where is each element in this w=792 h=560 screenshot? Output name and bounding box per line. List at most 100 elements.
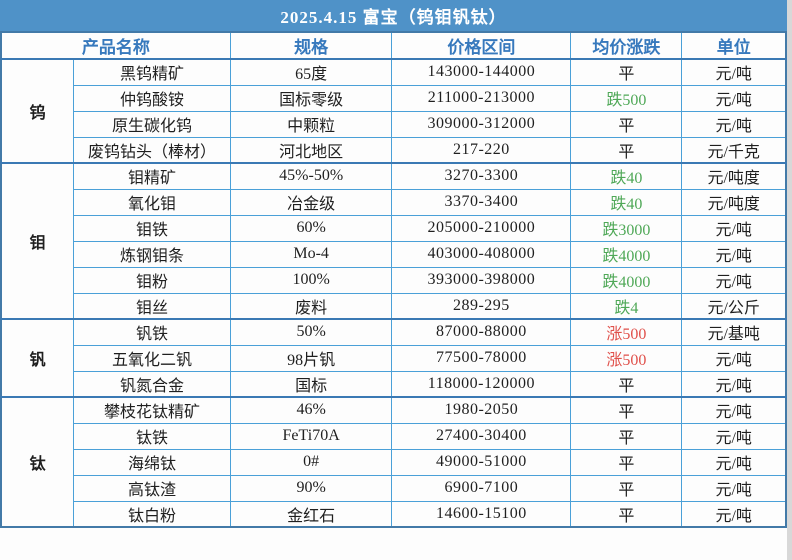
table-row: 钛铁 FeTi70A 27400-30400 平元/吨 [1, 422, 787, 450]
change-cell: 涨500 [570, 344, 683, 372]
table-row: 钼钼精矿 45%-50% 3270-3300 跌40 元/吨度 [0, 162, 787, 320]
price-range-cell: 77500-78000 [391, 344, 572, 372]
table-row: 钨黑钨精矿 65度 143000-144000 平元/吨 [0, 58, 787, 164]
change-cell: 跌500 [570, 84, 683, 112]
unit-cell: 元/吨 [681, 58, 787, 86]
table-row: 海绵钛 0# 49000-51000 平元/吨 [1, 448, 787, 476]
column-header-spec: 规格 [229, 31, 393, 60]
spec-cell: 河北地区 [229, 136, 393, 164]
unit-cell: 元/吨 [681, 240, 787, 268]
product-cell: 钒铁 [73, 318, 231, 346]
category-cell: 钒 [0, 318, 75, 398]
spec-cell: 中颗粒 [229, 110, 393, 138]
spec-cell: 65度 [229, 58, 393, 86]
change-cell: 跌4000 [570, 266, 683, 294]
unit-cell: 元/吨 [681, 214, 787, 242]
table-row: 氧化钼 冶金级 3370-3400 跌40 元/吨度 [1, 188, 787, 216]
price-range-cell: 14600-15100 [391, 500, 572, 528]
product-cell: 钼精矿 [73, 162, 231, 190]
price-range-cell: 6900-7100 [391, 474, 572, 502]
change-cell: 平 [570, 422, 683, 450]
spec-cell: 冶金级 [229, 188, 393, 216]
unit-cell: 元/千克 [681, 136, 787, 164]
product-cell: 钛白粉 [73, 500, 231, 528]
price-range-cell: 49000-51000 [391, 448, 572, 476]
change-cell: 跌40 [570, 162, 683, 190]
price-range-cell: 309000-312000 [391, 110, 572, 138]
change-cell: 涨500 [570, 318, 683, 346]
price-range-cell: 211000-213000 [391, 84, 572, 112]
product-cell: 钼铁 [73, 214, 231, 242]
change-cell: 平 [570, 136, 683, 164]
table-row: 钼粉 100% 393000-398000 跌4000 元/吨 [1, 266, 787, 294]
unit-cell: 元/吨 [681, 266, 787, 294]
unit-cell: 元/吨 [681, 84, 787, 112]
unit-cell: 元/吨 [681, 110, 787, 138]
table-row: 五氧化二钒 98片钒 77500-78000 涨500 元/吨 [1, 344, 787, 372]
change-cell: 跌3000 [570, 214, 683, 242]
unit-cell: 元/吨 [681, 474, 787, 502]
unit-cell: 元/吨度 [681, 162, 787, 190]
column-header-change: 均价涨跌 [570, 31, 683, 60]
product-cell: 炼钢钼条 [73, 240, 231, 268]
product-cell: 废钨钻头（棒材） [73, 136, 231, 164]
spec-cell: 60% [229, 214, 393, 242]
change-cell: 平 [570, 396, 683, 424]
product-cell: 五氧化二钒 [73, 344, 231, 372]
product-cell: 钛铁 [73, 422, 231, 450]
table-row: 钛白粉 金红石 14600-15100 平元/吨 [1, 500, 787, 528]
unit-cell: 元/吨度 [681, 188, 787, 216]
table-row: 钼丝 废料 289-295 跌4 元/公斤 [1, 292, 787, 320]
spec-cell: 国标 [229, 370, 393, 398]
unit-cell: 元/公斤 [681, 292, 787, 320]
spec-cell: Mo-4 [229, 240, 393, 268]
price-range-cell: 3370-3400 [391, 188, 572, 216]
spec-cell: 46% [229, 396, 393, 424]
table-row: 原生碳化钨 中颗粒 309000-312000 平元/吨 [1, 110, 787, 138]
product-cell: 高钛渣 [73, 474, 231, 502]
price-range-cell: 217-220 [391, 136, 572, 164]
price-range-cell: 118000-120000 [391, 370, 572, 398]
price-range-cell: 1980-2050 [391, 396, 572, 424]
product-cell: 钼粉 [73, 266, 231, 294]
column-header-price-range: 价格区间 [391, 31, 572, 60]
column-header-product: 产品名称 [0, 31, 231, 60]
change-cell: 跌4 [570, 292, 683, 320]
price-range-cell: 289-295 [391, 292, 572, 320]
report-title: 2025.4.15 富宝（钨钼钒钛） [280, 8, 507, 27]
table-row: 高钛渣 90% 6900-7100 平元/吨 [1, 474, 787, 502]
table-row: 废钨钻头（棒材） 河北地区 217-220 平元/千克 [1, 136, 787, 164]
table-row: 钼铁 60% 205000-210000 跌3000 元/吨 [1, 214, 787, 242]
unit-cell: 元/吨 [681, 422, 787, 450]
unit-cell: 元/吨 [681, 370, 787, 398]
product-cell: 钒氮合金 [73, 370, 231, 398]
table-row: 钒氮合金 国标 118000-120000 平元/吨 [1, 370, 787, 398]
spec-cell: 金红石 [229, 500, 393, 528]
spec-cell: 90% [229, 474, 393, 502]
unit-cell: 元/吨 [681, 448, 787, 476]
unit-cell: 元/吨 [681, 344, 787, 372]
product-cell: 黑钨精矿 [73, 58, 231, 86]
price-range-cell: 143000-144000 [391, 58, 572, 86]
spec-cell: 100% [229, 266, 393, 294]
change-cell: 平 [570, 448, 683, 476]
price-range-cell: 393000-398000 [391, 266, 572, 294]
change-cell: 平 [570, 110, 683, 138]
category-cell: 钼 [0, 162, 75, 320]
spec-cell: 98片钒 [229, 344, 393, 372]
change-cell: 平 [570, 500, 683, 528]
product-cell: 原生碳化钨 [73, 110, 231, 138]
spec-cell: 50% [229, 318, 393, 346]
price-table: 产品名称 规格 价格区间 均价涨跌 单位 钨黑钨精矿 65度 143000-1440… [0, 31, 787, 528]
unit-cell: 元/吨 [681, 396, 787, 424]
category-cell: 钨 [0, 58, 75, 164]
product-cell: 钼丝 [73, 292, 231, 320]
spec-cell: 废料 [229, 292, 393, 320]
spec-cell: 0# [229, 448, 393, 476]
product-cell: 仲钨酸铵 [73, 84, 231, 112]
page-background-strip [787, 0, 792, 560]
table-row: 炼钢钼条 Mo-4 403000-408000 跌4000 元/吨 [1, 240, 787, 268]
spec-cell: 45%-50% [229, 162, 393, 190]
